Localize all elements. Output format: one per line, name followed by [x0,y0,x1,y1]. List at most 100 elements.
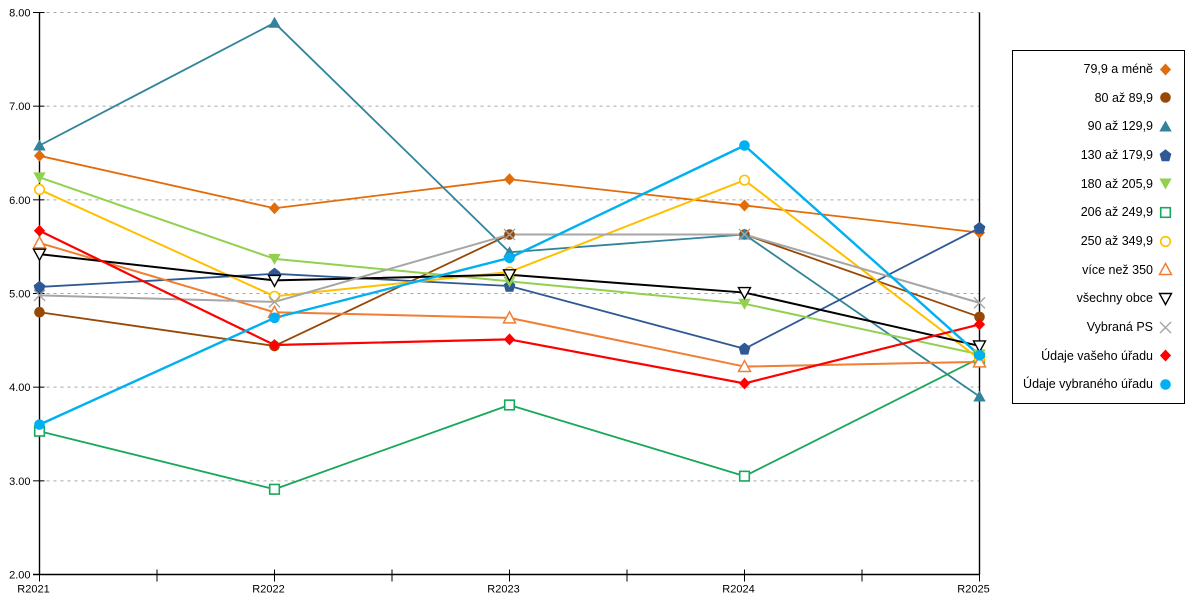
marker-diamond [973,318,986,331]
marker-triangle-down [268,253,281,265]
marker-triangle-down [1159,178,1172,190]
marker-triangle-up [33,139,46,151]
marker-circle-open [1159,235,1172,247]
legend-item-4: 180 až 205,9 [1013,172,1184,196]
marker-triangle-up [268,16,281,28]
marker-diamond [33,224,46,237]
y-axis-label: 8.00 [9,8,30,20]
marker-triangle-down-open [1158,292,1173,307]
legend-item-7: více než 350 [1013,258,1184,282]
marker-circle [34,419,45,430]
legend-label: 130 až 179,9 [1080,148,1153,163]
legend-label: všechny obce [1076,291,1153,306]
circle-open-legend-icon [1159,235,1172,247]
marker-pentagon [1159,149,1172,162]
triangle-up-open-legend-icon [1158,262,1173,276]
legend-item-5: 206 až 249,9 [1013,201,1184,225]
marker-triangle-up-open [32,235,47,249]
marker-triangle-down-open [972,340,987,354]
legend-item-11: Údaje vybraného úřadu [1013,373,1184,397]
x-axis-label: R2021 [17,584,49,596]
circle-filled-legend-icon [1160,379,1171,390]
marker-pentagon [33,280,46,293]
marker-circle [974,311,985,323]
marker-x [973,296,986,309]
legend-item-6: 250 až 349,9 [1013,229,1184,253]
series-line-0 [39,154,980,234]
legend-label: 180 až 205,9 [1080,176,1153,191]
marker-circle-open [33,183,46,196]
y-axis-label: 3.00 [9,476,30,488]
square-open-legend-icon [1159,207,1172,219]
triangle-down-open-legend-icon [1158,292,1173,307]
diamond-filled-legend-icon [1159,63,1172,76]
marker-triangle-up-open [1158,262,1173,276]
legend-label: Vybraná PS [1086,319,1153,334]
x-axis-label: R2023 [487,584,519,596]
marker-diamond [33,149,46,162]
marker-circle [739,140,750,151]
series-markers-10 [33,224,986,390]
marker-diamond [738,199,751,212]
marker-circle [974,350,985,361]
marker-square-open [268,483,281,495]
legend-item-1: 80 až 89,9 [1013,86,1184,110]
legend-label: 79,9 a méně [1083,62,1154,77]
marker-diamond [1159,63,1172,76]
x-axis-label: R2025 [957,584,989,596]
diamond-filled-legend-icon [1159,349,1172,362]
series-markers-11 [34,140,985,430]
marker-square-open [738,470,751,482]
marker-triangle-down [738,298,751,310]
marker-triangle-down-open [737,286,752,301]
marker-diamond [503,333,516,346]
marker-diamond [268,202,281,215]
y-axis-label: 6.00 [9,195,30,207]
marker-circle [34,306,45,318]
marker-diamond [503,173,516,186]
marker-circle [269,312,280,324]
x-axis-label: R2024 [722,584,754,596]
marker-pentagon [973,221,986,234]
marker-diamond [738,377,751,390]
triangle-up-filled-legend-icon [1159,120,1172,132]
series-markers-8 [32,248,987,354]
series-line-5 [39,357,980,491]
legend-item-0: 79,9 a méně [1013,57,1184,81]
legend-label: 206 až 249,9 [1080,205,1153,220]
marker-circle [1160,379,1171,390]
marker-x [33,289,46,302]
marker-triangle-up-open [737,358,752,373]
marker-triangle-down-open [502,269,517,283]
x-axis-label: R2022 [252,584,284,596]
legend-label: 90 až 129,9 [1087,119,1153,134]
legend-label: 250 až 349,9 [1080,234,1153,249]
pentagon-filled-legend-icon [1159,149,1172,162]
marker-triangle-down-open [267,274,282,288]
x-legend-icon [1159,321,1172,334]
marker-circle-open [738,174,751,186]
marker-triangle-down-open [32,248,47,262]
marker-triangle-up [973,390,986,402]
y-axis-label: 7.00 [9,101,30,113]
marker-square-open [1159,207,1172,219]
series-line-4 [39,176,980,356]
legend-item-9: Vybraná PS [1013,315,1184,339]
marker-triangle-up [1159,120,1172,132]
y-axis-label: 5.00 [9,289,30,301]
chart-legend: 79,9 a méně 80 až 89,9 90 až 129,9 130 až 1… [1012,50,1185,404]
legend-item-2: 90 až 129,9 [1013,115,1184,139]
marker-x [1159,321,1172,334]
marker-diamond [268,339,281,352]
legend-label: 80 až 89,9 [1094,90,1153,105]
marker-triangle-up-open [502,310,517,324]
marker-circle-open [268,290,281,302]
legend-label: Údaje vašeho úřadu [1041,348,1153,363]
marker-x [738,228,751,241]
marker-square-open [503,399,516,411]
legend-label: více než 350 [1082,262,1153,277]
marker-x [503,228,516,241]
legend-item-8: všechny obce [1013,287,1184,311]
triangle-down-filled-legend-icon [1159,178,1172,190]
